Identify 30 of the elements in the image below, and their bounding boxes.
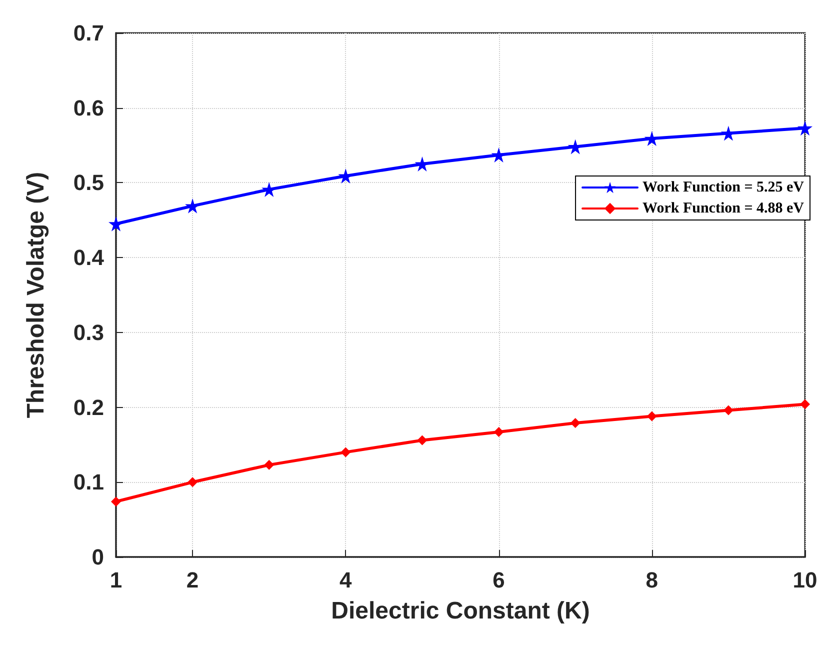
point	[646, 411, 657, 422]
point	[570, 418, 580, 428]
point	[494, 426, 504, 437]
x-tick-label: 1	[110, 568, 122, 592]
x-tick-label: 10	[792, 568, 818, 592]
legend-label: Work Function = 4.88 eV	[642, 200, 804, 216]
point	[800, 399, 810, 410]
point	[644, 131, 660, 146]
x-tick-label: 6	[492, 568, 505, 592]
point	[723, 405, 734, 416]
x-axis-title: Dielectric Constant (K)	[331, 598, 590, 624]
y-tick-label: 0.7	[73, 20, 104, 46]
y-tick-label: 0	[92, 544, 104, 570]
y-tick-label: 0.4	[73, 245, 105, 270]
y-tick-label: 0.5	[73, 170, 104, 196]
y-tick-label: 0.1	[73, 470, 104, 495]
y-tick-label: 0.3	[73, 320, 104, 345]
point	[798, 120, 812, 136]
legend-label: Work Function = 5.25 eV	[642, 180, 804, 196]
x-tick-label: 4	[340, 568, 353, 592]
x-tick-label: 2	[186, 568, 199, 592]
point	[264, 460, 274, 470]
x-tick-label: 8	[646, 568, 658, 592]
y-tick-label: 0.2	[73, 394, 104, 420]
y-tick-label: 0.6	[73, 95, 104, 120]
point	[417, 435, 428, 446]
point	[111, 496, 121, 507]
y-axis-title: Threshold Volatge (V)	[22, 172, 50, 418]
point	[340, 447, 351, 458]
point	[188, 477, 198, 488]
